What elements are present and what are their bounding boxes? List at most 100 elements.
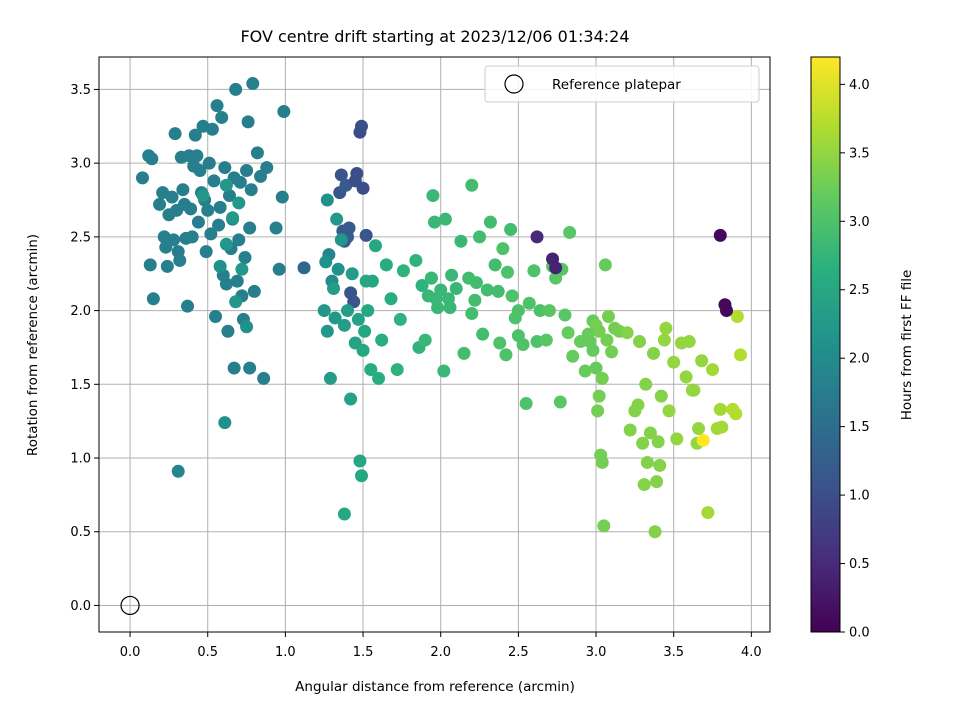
x-tick-label: 0.0 — [120, 645, 141, 660]
data-point — [320, 193, 334, 207]
data-point — [319, 255, 333, 269]
data-point — [600, 333, 614, 347]
data-point — [647, 346, 661, 360]
data-point — [511, 304, 525, 318]
data-point — [337, 507, 351, 521]
data-point — [428, 215, 441, 229]
data-point — [232, 233, 246, 247]
data-point — [208, 309, 222, 323]
colorbar-tick-label: 0.5 — [849, 557, 870, 572]
data-point — [713, 402, 727, 416]
data-point — [651, 435, 665, 449]
data-point — [438, 212, 452, 226]
data-point — [379, 258, 393, 272]
data-point — [696, 433, 710, 447]
y-axis-label: Rotation from reference (arcmin) — [25, 234, 41, 456]
data-point — [522, 296, 536, 310]
data-point — [695, 354, 709, 368]
data-point — [188, 128, 202, 142]
x-tick-label: 2.0 — [430, 645, 451, 660]
data-point — [372, 371, 386, 385]
data-point — [424, 271, 438, 285]
data-point — [337, 318, 351, 332]
x-tick-label: 4.0 — [741, 645, 762, 660]
data-point — [213, 200, 227, 214]
data-point — [558, 308, 572, 322]
data-point — [219, 277, 233, 291]
data-point — [358, 324, 372, 338]
data-point — [595, 371, 609, 385]
data-point — [504, 223, 518, 236]
data-point — [473, 230, 487, 244]
data-point — [240, 164, 254, 178]
colorbar-tick-label: 1.5 — [849, 420, 870, 435]
data-point — [334, 168, 348, 182]
data-point — [682, 335, 696, 349]
data-point — [215, 110, 229, 124]
data-point — [687, 383, 701, 397]
data-point — [637, 478, 651, 492]
data-point — [135, 171, 149, 185]
data-point — [566, 349, 580, 363]
data-point — [229, 295, 243, 309]
reference-platepar-marker — [120, 595, 140, 616]
data-point — [583, 335, 597, 349]
data-point — [327, 281, 341, 295]
data-point — [345, 267, 359, 281]
data-point — [592, 324, 606, 338]
data-point — [218, 416, 232, 430]
data-point — [643, 426, 657, 440]
y-tick-label: 3.5 — [70, 83, 91, 98]
x-axis-label: Angular distance from reference (arcmin) — [295, 679, 575, 695]
x-tick-label: 1.0 — [275, 645, 296, 660]
data-point — [667, 355, 681, 369]
data-point — [232, 196, 246, 210]
data-point — [238, 251, 252, 265]
y-tick-label: 1.5 — [70, 378, 91, 393]
data-point — [465, 178, 479, 192]
data-point — [650, 475, 664, 489]
data-point — [390, 363, 404, 377]
data-point — [250, 146, 264, 160]
data-point — [361, 304, 375, 318]
data-point — [160, 259, 174, 273]
data-point — [469, 276, 483, 290]
y-tick-label: 1.0 — [70, 452, 91, 467]
data-point — [229, 82, 243, 96]
data-point — [454, 234, 468, 248]
data-point — [173, 253, 187, 267]
y-axis-ticks: 0.0 0.5 1.0 1.5 2.0 2.5 3.0 3.5 — [70, 83, 99, 614]
data-point — [636, 436, 650, 450]
data-point — [563, 225, 577, 239]
data-point — [713, 228, 727, 242]
x-tick-label: 0.5 — [197, 645, 218, 660]
data-point — [275, 190, 289, 204]
data-point — [415, 279, 429, 293]
data-point — [243, 221, 257, 235]
data-point — [595, 455, 609, 469]
data-point — [196, 189, 210, 203]
data-point — [449, 281, 463, 295]
data-point — [729, 407, 743, 421]
plot-frame — [98, 56, 771, 633]
data-point — [201, 203, 215, 217]
data-point — [527, 264, 541, 278]
data-point — [167, 233, 181, 247]
data-point — [679, 370, 693, 384]
data-point — [493, 336, 507, 350]
data-point — [323, 371, 337, 385]
legend-open-circle-marker — [504, 74, 524, 94]
data-point — [317, 304, 331, 318]
data-point — [227, 361, 241, 375]
data-point — [648, 525, 662, 539]
legend-box — [484, 65, 760, 103]
data-point — [272, 262, 286, 276]
data-point — [269, 221, 283, 235]
y-tick-label: 0.0 — [70, 599, 91, 614]
data-point — [375, 333, 389, 347]
data-point — [341, 304, 355, 318]
data-point — [476, 327, 490, 341]
data-point — [331, 262, 345, 276]
data-point — [219, 178, 233, 192]
